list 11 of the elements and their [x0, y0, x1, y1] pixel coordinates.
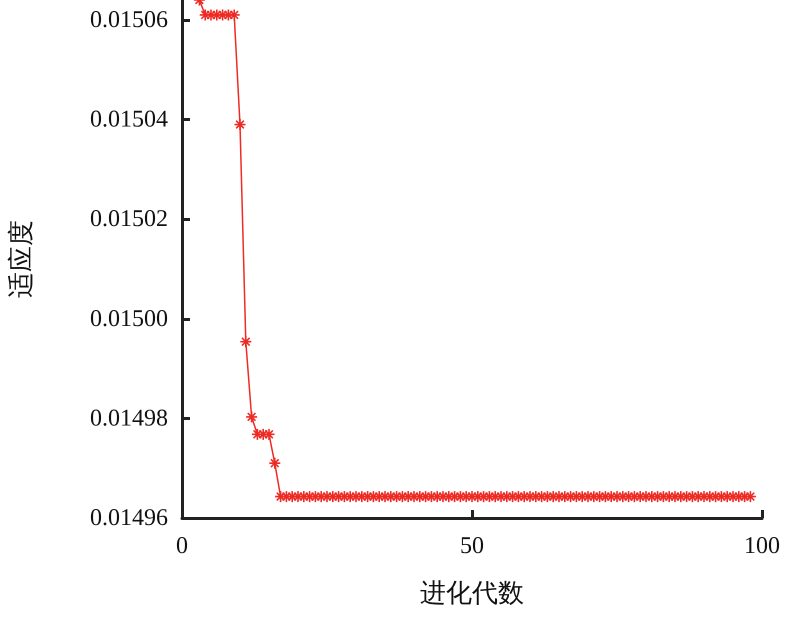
y-tick-label: 0.01498: [90, 405, 168, 432]
x-tick-label: 100: [744, 533, 780, 559]
x-tick-label: 0: [176, 533, 188, 559]
y-axis-title: 适应度: [6, 220, 36, 298]
y-tick-label: 0.01502: [90, 206, 168, 232]
y-tick-label: 0.01504: [90, 106, 168, 133]
y-tick-label: 0.01500: [90, 306, 168, 332]
y-tick-label: 0.01506: [90, 6, 168, 33]
y-tick-label: 0.01496: [90, 505, 168, 531]
x-tick-label: 50: [460, 533, 484, 559]
x-axis-title: 进化代数: [420, 578, 524, 608]
